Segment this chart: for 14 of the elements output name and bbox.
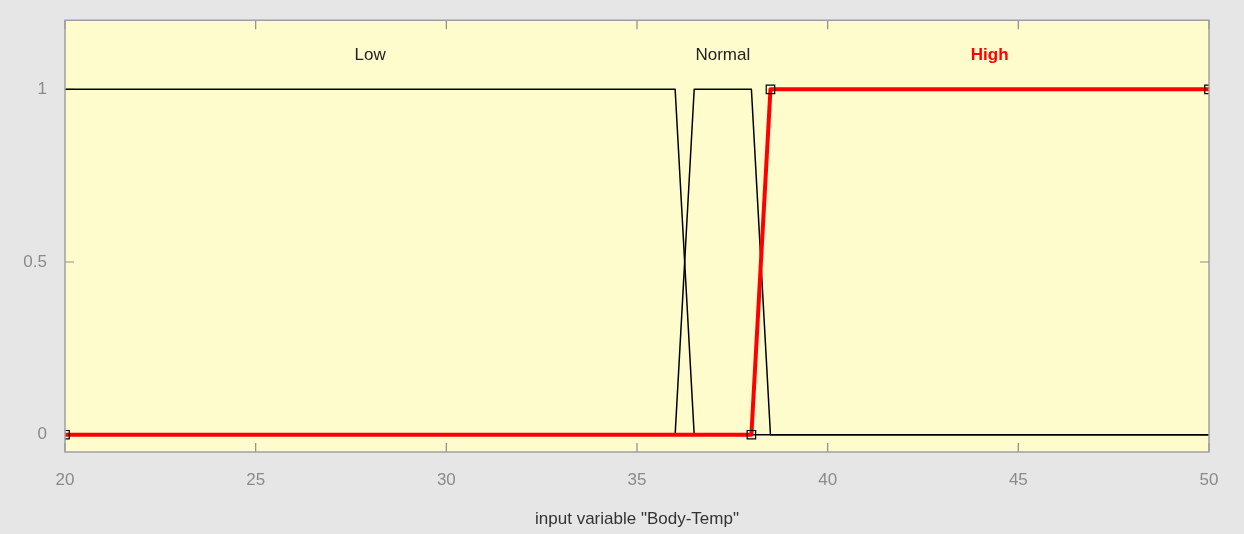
x-tick-label: 25 xyxy=(246,469,266,489)
x-tick-label: 20 xyxy=(55,469,75,489)
x-tick-label: 50 xyxy=(1199,469,1219,489)
series-label: Low xyxy=(354,44,387,64)
series-label: High xyxy=(970,44,1009,64)
x-tick-label: 45 xyxy=(1008,469,1028,489)
series-label: Normal xyxy=(695,44,751,64)
x-tick-label: 35 xyxy=(627,469,647,489)
x-axis-title: input variable "Body-Temp" xyxy=(535,509,739,529)
x-tick-label: 40 xyxy=(818,469,838,489)
y-tick-label: 0.5 xyxy=(23,251,47,271)
y-tick-label: 1 xyxy=(37,78,47,98)
y-tick-label: 0 xyxy=(37,424,47,444)
x-tick-label: 30 xyxy=(436,469,456,489)
